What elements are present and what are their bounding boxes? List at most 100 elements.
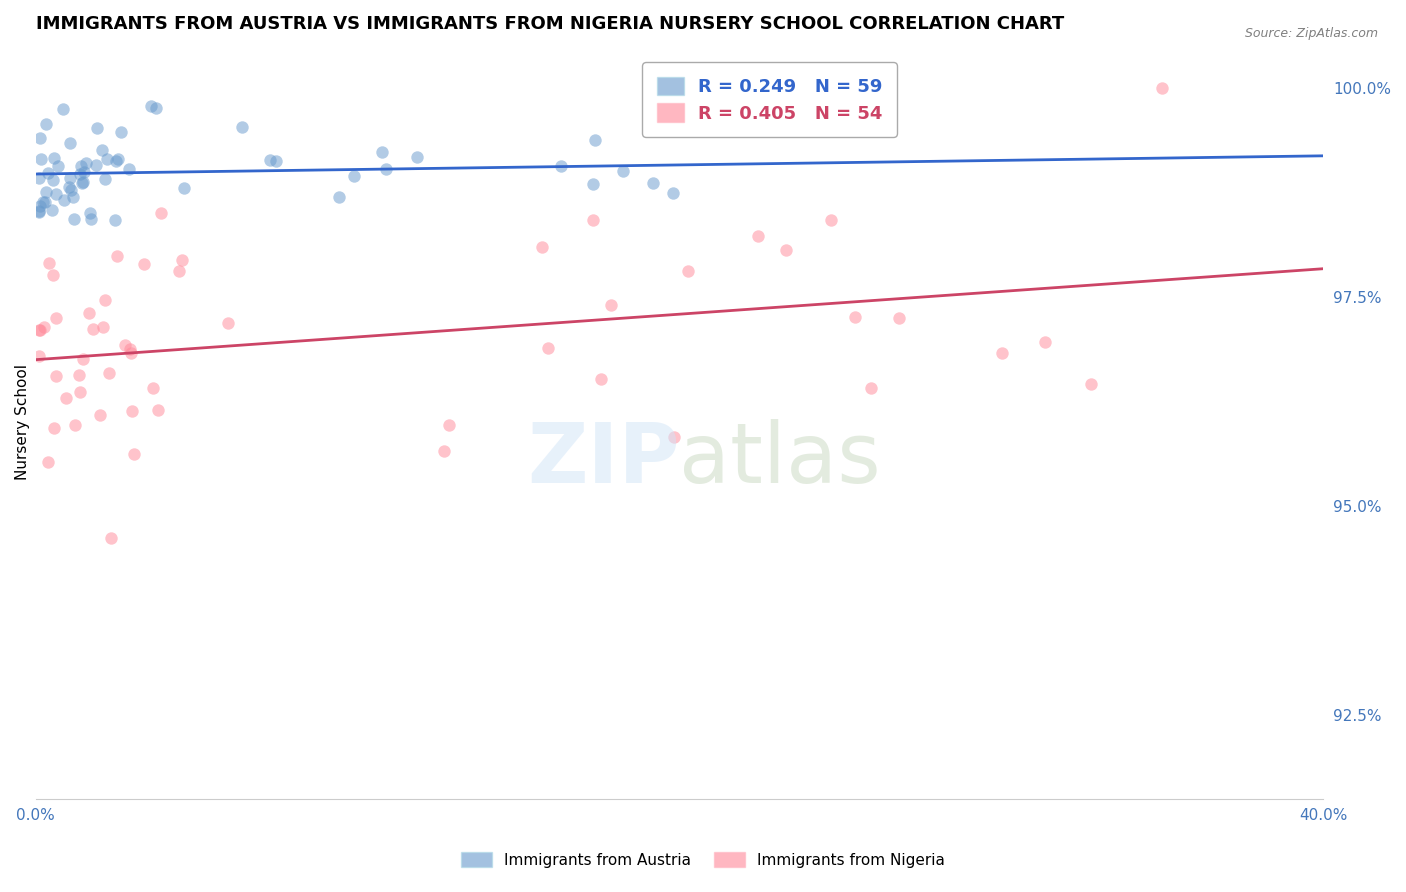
Point (1080, 376, 1102, 391)
Point (28, 349, 51, 363)
Point (820, 212, 842, 227)
Point (30, 153, 52, 167)
Point (79, 206, 101, 220)
Point (30, 131, 52, 145)
Point (103, 212, 125, 227)
Point (58, 179, 80, 194)
Point (42, 172, 65, 186)
Point (70, 159, 93, 173)
Point (122, 447, 145, 461)
Point (1033, 334, 1056, 349)
Point (641, 176, 664, 190)
Point (80, 211, 103, 226)
Point (105, 249, 128, 263)
Point (146, 403, 169, 417)
Point (32, 320, 55, 334)
Point (34, 194, 56, 209)
Point (120, 342, 142, 356)
Point (589, 372, 612, 386)
Point (150, 205, 173, 219)
Point (991, 345, 1014, 359)
Point (82, 322, 104, 336)
Point (59, 136, 82, 150)
Point (775, 243, 797, 257)
Text: Source: ZipAtlas.com: Source: ZipAtlas.com (1244, 27, 1378, 40)
Point (84, 158, 107, 172)
Point (60, 183, 83, 197)
Text: ZIP: ZIP (527, 419, 679, 500)
Point (69, 167, 91, 181)
Point (42, 151, 65, 165)
Point (585, 133, 607, 147)
Point (44, 421, 66, 435)
Point (550, 159, 572, 173)
Point (46, 159, 69, 173)
Point (28, 323, 51, 337)
Point (55, 391, 77, 405)
Point (531, 240, 554, 254)
Point (120, 346, 142, 360)
Point (38, 256, 60, 270)
Point (664, 430, 686, 444)
Point (173, 181, 195, 195)
Point (70, 176, 93, 190)
Point (45, 186, 67, 201)
Legend: Immigrants from Austria, Immigrants from Nigeria: Immigrants from Austria, Immigrants from… (454, 844, 952, 875)
Point (859, 381, 882, 395)
Point (114, 338, 136, 352)
Point (375, 162, 398, 177)
Point (264, 153, 287, 168)
Point (37, 455, 59, 469)
Point (52, 102, 75, 116)
Point (433, 443, 456, 458)
Point (537, 341, 560, 355)
Text: IMMIGRANTS FROM AUSTRIA VS IMMIGRANTS FROM NIGERIA NURSERY SCHOOL CORRELATION CH: IMMIGRANTS FROM AUSTRIA VS IMMIGRANTS FR… (35, 15, 1064, 33)
Point (231, 120, 253, 134)
Point (437, 418, 460, 433)
Point (93, 293, 115, 308)
Text: atlas: atlas (679, 419, 882, 500)
Point (662, 186, 685, 200)
Point (41, 203, 63, 218)
Point (91, 143, 114, 157)
Point (37, 166, 59, 180)
Point (69, 384, 91, 399)
Point (121, 404, 143, 418)
Point (73, 165, 96, 179)
Point (89, 409, 111, 423)
Y-axis label: Nursery School: Nursery School (15, 364, 30, 480)
Point (405, 150, 427, 164)
Point (100, 531, 122, 545)
Point (134, 257, 156, 271)
Point (259, 153, 281, 168)
Point (59, 171, 82, 186)
Point (45, 311, 67, 326)
Point (371, 145, 394, 159)
Point (145, 101, 167, 115)
Point (35, 117, 58, 131)
Point (582, 212, 605, 227)
Point (217, 316, 239, 330)
Point (142, 381, 165, 395)
Point (167, 264, 190, 278)
Point (65, 417, 87, 432)
Point (28, 205, 51, 219)
Point (1152, 80, 1174, 95)
Point (28, 170, 51, 185)
Point (28, 203, 51, 218)
Point (52, 193, 75, 207)
Point (32, 194, 55, 209)
Point (747, 229, 769, 244)
Point (110, 125, 132, 139)
Point (93, 171, 115, 186)
Point (42, 268, 65, 282)
Point (35, 185, 58, 199)
Point (118, 161, 141, 176)
Point (105, 154, 128, 169)
Point (97, 367, 120, 381)
Point (72, 352, 94, 367)
Legend: R = 0.249   N = 59, R = 0.405   N = 54: R = 0.249 N = 59, R = 0.405 N = 54 (643, 62, 897, 137)
Point (28, 199, 51, 213)
Point (328, 190, 350, 204)
Point (582, 178, 605, 192)
